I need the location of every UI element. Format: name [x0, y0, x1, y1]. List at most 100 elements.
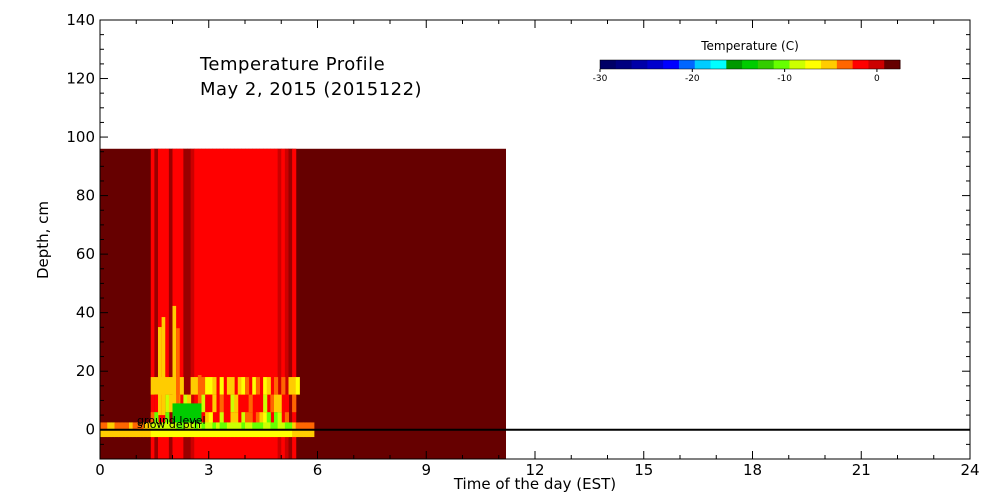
heatmap-cell: [121, 422, 126, 430]
heatmap-cell: [226, 422, 231, 430]
chart-title-line2: May 2, 2015 (2015122): [200, 79, 422, 100]
colorbar-swatch: [694, 60, 712, 69]
heatmap-cell: [292, 377, 297, 395]
heatmap-cell: [234, 412, 239, 427]
heatmap-cell: [154, 394, 159, 413]
heatmap-cell: [223, 429, 228, 438]
colorbar-swatch: [710, 60, 727, 69]
heatmap-cell: [219, 148, 224, 460]
colorbar-swatch: [868, 60, 885, 69]
colorbar-swatch: [742, 60, 759, 69]
heatmap-cell: [288, 429, 293, 438]
heatmap-cell: [241, 422, 246, 430]
heatmap-cell: [259, 422, 264, 430]
colorbar-title: Temperature (C): [700, 39, 799, 53]
heatmap-cell: [201, 377, 206, 395]
heatmap-cell: [274, 394, 279, 413]
heatmap-cell: [179, 377, 184, 395]
heatmap-cell: [226, 377, 231, 395]
heatmap-cell: [190, 377, 195, 395]
y-tick-label: 60: [76, 245, 95, 263]
heatmap-cell: [161, 422, 166, 430]
colorbar-swatch: [773, 60, 790, 69]
heatmap-cell: [197, 422, 202, 430]
heatmap-cell: [187, 148, 192, 460]
heatmap-cell: [292, 148, 297, 460]
heatmap-cell: [292, 394, 297, 413]
heatmap-cell: [263, 422, 268, 430]
heatmap-cell: [208, 394, 213, 413]
heatmap-cell: [118, 429, 123, 438]
colorbar-swatch: [726, 60, 743, 69]
heatmap-cell: [205, 422, 210, 430]
heatmap-cell: [263, 377, 268, 395]
heatmap-cell: [303, 422, 308, 430]
x-tick-label: 9: [421, 461, 431, 479]
heatmap-cell: [216, 422, 221, 430]
colorbar-swatch: [600, 60, 617, 69]
heatmap-cell: [281, 148, 286, 460]
colorbar-swatch: [884, 60, 901, 69]
x-tick-label: 15: [634, 461, 653, 479]
heatmap-cell: [252, 148, 257, 460]
heatmap-cell: [165, 412, 170, 427]
heatmap-cell: [248, 412, 253, 427]
heatmap-cell: [237, 377, 242, 395]
colorbar-swatch: [852, 60, 869, 69]
heatmap-cell: [110, 422, 115, 430]
heatmap-cell: [143, 429, 148, 438]
heatmap-cell: [114, 429, 119, 438]
heatmap-cell: [201, 422, 206, 430]
heatmap-cell: [212, 394, 217, 413]
heatmap-cell: [161, 148, 166, 460]
heatmap-cell: [194, 422, 199, 430]
heatmap-cell: [158, 148, 163, 460]
colorbar-tick-label: -20: [685, 74, 700, 84]
heatmap-cell: [281, 377, 286, 395]
heatmap-cell: [259, 429, 264, 438]
heatmap-cell: [187, 429, 192, 438]
heatmap-cell: [274, 148, 279, 460]
heatmap-cell: [266, 148, 271, 460]
heatmap-cell: [277, 422, 282, 430]
heatmap-cell: [277, 429, 282, 438]
heatmap-cell: [154, 422, 159, 430]
y-tick-label: 120: [66, 70, 95, 88]
heatmap-cell: [292, 422, 297, 430]
heatmap-cell: [161, 429, 166, 438]
heatmap-cell: [277, 412, 282, 427]
x-tick-label: 12: [525, 461, 544, 479]
y-tick-label: 40: [76, 304, 95, 322]
colorbar-swatch: [631, 60, 648, 69]
heatmap-cell: [270, 422, 275, 430]
heatmap-cell: [241, 377, 246, 395]
heatmap-cell: [255, 422, 260, 430]
heatmap-cell: [219, 429, 224, 438]
heatmap-cell: [241, 429, 246, 438]
heatmap-cell: [139, 422, 144, 430]
colorbar-tick-label: 0: [874, 74, 880, 84]
heatmap-cell: [187, 422, 192, 430]
heatmap-cell: [230, 394, 235, 413]
heatmap-cell: [223, 148, 228, 460]
heatmap-cell: [270, 148, 275, 460]
heatmap-cell: [183, 429, 188, 438]
y-tick-label: 20: [76, 362, 95, 380]
heatmap-cell: [172, 148, 177, 460]
heatmap-cell: [150, 429, 155, 438]
x-ticks: 0 3 6 9 12 15 18 21 24: [95, 20, 980, 479]
heatmap-cell: [230, 148, 235, 460]
heatmap-cell: [310, 422, 315, 430]
heatmap-cell: [234, 148, 239, 460]
heatmap-cell: [292, 429, 297, 438]
heatmap-cell: [107, 429, 112, 438]
heatmap-cell: [154, 429, 159, 438]
heatmap-cell: [266, 377, 271, 395]
heatmap-cell: [263, 412, 268, 427]
heatmap-cell: [295, 377, 300, 395]
heatmap-cell: [245, 429, 250, 438]
heatmap-cell: [125, 429, 130, 438]
heatmap-cell: [295, 429, 300, 438]
heatmap-cell: [114, 422, 119, 430]
heatmap-cell: [205, 148, 210, 460]
